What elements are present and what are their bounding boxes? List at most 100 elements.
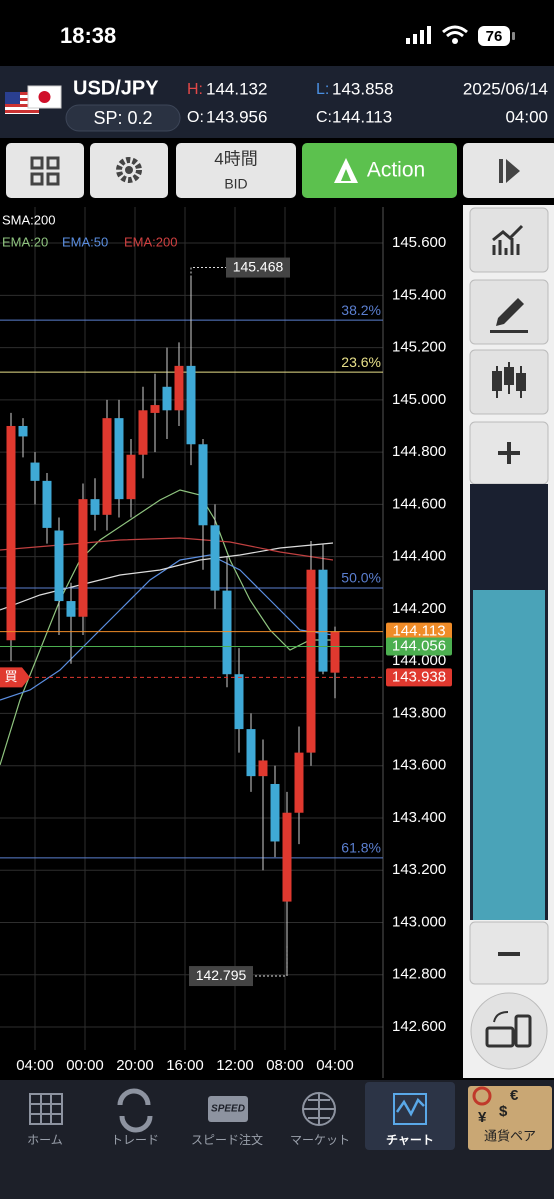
play-bar (499, 159, 503, 183)
indicator-legend: SMA:200 (2, 212, 55, 227)
candle-body (246, 729, 256, 777)
svg-text:€: € (510, 1087, 519, 1104)
nav-active-bg (365, 1082, 455, 1150)
candle-body (102, 418, 112, 515)
date: 2025/06/14 (463, 79, 548, 98)
ema20-line (0, 489, 333, 766)
x-tick-label: 20:00 (116, 1057, 154, 1074)
nav-label[interactable]: ホーム (27, 1133, 63, 1147)
play-icon (506, 159, 520, 183)
gear-icon (116, 157, 142, 183)
candle-body (222, 590, 232, 675)
currency-pair: USD/JPY (73, 77, 159, 99)
timeframe-button[interactable] (176, 143, 296, 198)
speed-icon (208, 1096, 248, 1122)
y-tick-label: 143.400 (392, 809, 446, 826)
time: 04:00 (505, 107, 548, 126)
chart-icon-line (395, 1097, 425, 1117)
wifi-dot (452, 38, 458, 44)
action-button[interactable] (302, 143, 457, 198)
candle-body (90, 499, 100, 515)
grid-icon (30, 156, 60, 186)
market-icon-lines (303, 1093, 335, 1125)
annotation-leader (253, 946, 288, 977)
candle-body (78, 499, 88, 617)
y-tick-label: 144.800 (392, 443, 446, 460)
price-tag (386, 622, 452, 641)
zoom-slider-fill (473, 590, 545, 920)
low-label: L: (316, 81, 329, 98)
candle-body (198, 444, 208, 526)
chart: 04:00 00:00 20:00 16:00 12:00 08:00 04:00 142.6… (0, 212, 452, 1074)
close-label: C: (316, 109, 332, 126)
x-tick-label: 04:00 (16, 1057, 54, 1074)
price-tag-label: 143.938 (392, 668, 446, 685)
clock: 18:38 (60, 23, 116, 48)
candle-body (306, 569, 316, 753)
indicator-legend: EMA:20 (2, 234, 48, 249)
candle-body (66, 601, 76, 617)
pencil-icon (496, 298, 524, 326)
indicator-icon (492, 224, 524, 255)
y-tick-label: 144.400 (392, 548, 446, 565)
candle-body (330, 631, 340, 673)
nav-label[interactable]: マーケット (290, 1133, 350, 1147)
candle-icon (492, 362, 526, 398)
svg-text:¥: ¥ (478, 1109, 487, 1126)
y-tick-label: 143.600 (392, 757, 446, 774)
candle-body (42, 480, 52, 528)
y-tick-label: 143.200 (392, 861, 446, 878)
nav-label[interactable]: チャート (386, 1133, 434, 1147)
annotation-label: 142.795 (196, 967, 247, 983)
annotation-box (226, 257, 290, 278)
candle-body (294, 752, 304, 813)
status-bar (0, 0, 554, 66)
candle-body (174, 365, 184, 411)
indicator-legend: EMA:200 (124, 234, 177, 249)
fib-label: 50.0% (341, 570, 381, 586)
y-tick-label: 144.000 (392, 652, 446, 669)
bottom-nav (0, 1080, 554, 1199)
candle-body (54, 530, 64, 602)
rotate-arrow (493, 1011, 509, 1023)
nav-label[interactable]: スピード注文 (191, 1132, 263, 1147)
indicator-button[interactable] (469, 207, 549, 273)
grid (0, 207, 383, 1050)
ema50-line (0, 554, 334, 701)
candle-body (126, 454, 136, 500)
price-tag-label: 144.113 (392, 623, 445, 640)
nav-label[interactable]: トレード (111, 1133, 159, 1147)
x-tick-label: 12:00 (216, 1057, 254, 1074)
x-tick-label: 04:00 (316, 1057, 354, 1074)
home-icon (29, 1093, 63, 1125)
high-value: 144.132 (206, 79, 267, 98)
svg-text:$: $ (499, 1103, 508, 1120)
pencil-base (490, 330, 528, 333)
price-type: BID (224, 176, 247, 192)
chart-icon (393, 1093, 427, 1125)
rotate-button[interactable] (470, 992, 548, 1070)
high-label: H: (187, 81, 203, 98)
search-icon (472, 1086, 492, 1106)
gear-center (125, 166, 133, 174)
action-label: Action (367, 159, 425, 182)
sma200-line (0, 542, 334, 611)
annotation-label: 145.468 (233, 258, 284, 274)
candle-body (6, 425, 16, 641)
y-tick-label: 145.600 (392, 234, 446, 251)
wifi-icon (442, 25, 468, 38)
nav-label[interactable]: 通貨ペア (484, 1128, 536, 1143)
annotation-leader (190, 267, 226, 278)
y-tick-label: 144.200 (392, 600, 446, 617)
flag-icon (5, 85, 62, 114)
candle-body (30, 462, 40, 481)
candle-body (258, 760, 268, 777)
x-tick-label: 16:00 (166, 1057, 204, 1074)
y-tick-label: 143.800 (392, 704, 446, 721)
battery-level: 76 (486, 28, 503, 45)
layout-button[interactable] (6, 143, 84, 198)
indicator-legend: EMA:50 (62, 234, 108, 249)
currency-symbols: €$ ¥ (478, 1087, 519, 1126)
candle-body (210, 525, 220, 591)
